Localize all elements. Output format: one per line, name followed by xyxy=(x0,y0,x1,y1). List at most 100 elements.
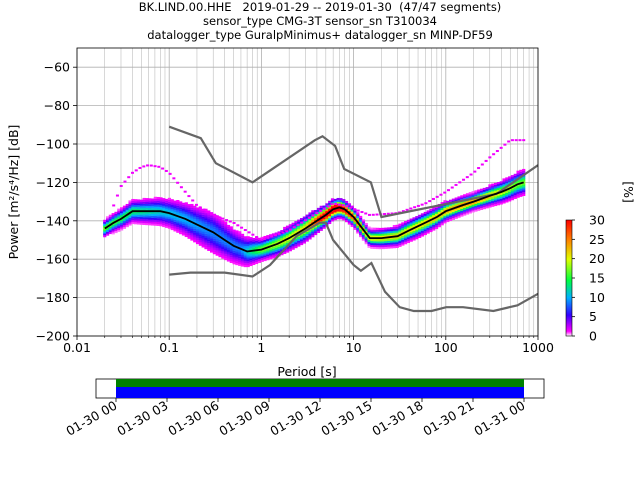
pdf-cell xyxy=(423,211,427,214)
pdf-cell xyxy=(311,217,315,221)
pdf-cell xyxy=(392,226,396,230)
pdf-cell xyxy=(280,253,284,256)
pdf-cell xyxy=(434,213,439,216)
pdf-cell xyxy=(449,213,453,216)
pdf-cell xyxy=(460,202,464,206)
pdf-cell xyxy=(204,245,208,248)
pdf-cell xyxy=(218,226,222,229)
pdf-cell xyxy=(274,255,278,258)
pdf-cell xyxy=(364,240,368,243)
pdf-cell xyxy=(319,228,323,231)
pdf-cell xyxy=(434,217,439,220)
pdf-cell xyxy=(260,252,264,255)
pdf-cell xyxy=(440,215,444,218)
pdf-cell xyxy=(496,183,501,187)
pdf-cell xyxy=(207,218,211,221)
pdf-outlier-cell xyxy=(420,203,424,206)
pdf-cell xyxy=(333,200,337,203)
x-tick-label: 1 xyxy=(257,340,265,355)
pdf-cell xyxy=(224,236,228,240)
pdf-cell xyxy=(134,216,138,219)
pdf-cell xyxy=(179,209,183,212)
pdf-cell xyxy=(359,231,363,234)
pdf-cell xyxy=(252,251,256,254)
pdf-cell xyxy=(311,210,315,213)
pdf-cell xyxy=(269,253,273,256)
pdf-cell xyxy=(193,234,197,237)
pdf-cell xyxy=(378,233,382,236)
pdf-cell xyxy=(291,247,295,250)
pdf-cell xyxy=(443,213,447,216)
pdf-cell xyxy=(381,246,385,250)
pdf-cell xyxy=(238,260,242,263)
pdf-cell xyxy=(446,219,450,223)
pdf-cell xyxy=(308,214,312,217)
pdf-cell xyxy=(187,207,191,211)
pdf-cell xyxy=(120,209,124,212)
pdf-cell xyxy=(224,254,228,257)
pdf-cell xyxy=(468,207,472,210)
pdf-outlier-cell xyxy=(142,165,146,168)
pdf-cell xyxy=(314,213,318,216)
pdf-cell xyxy=(302,237,306,240)
pdf-cell xyxy=(198,218,202,221)
pdf-cell xyxy=(238,236,242,240)
pdf-cell xyxy=(204,210,208,213)
pdf-cell xyxy=(353,212,357,215)
pdf-cell xyxy=(190,209,194,212)
pdf-cell xyxy=(193,238,197,241)
pdf-cell xyxy=(395,224,399,227)
pdf-cell xyxy=(522,182,526,185)
pdf-cell xyxy=(384,235,388,238)
pdf-cell xyxy=(176,217,180,220)
pdf-cell xyxy=(443,200,447,203)
x-tick-label: 100 xyxy=(434,340,458,355)
pdf-cell xyxy=(336,215,340,218)
pdf-cell xyxy=(173,208,177,211)
pdf-cell xyxy=(474,203,478,206)
pdf-cell xyxy=(474,209,478,212)
pdf-cell xyxy=(493,200,498,203)
pdf-cell xyxy=(122,220,127,224)
pdf-cell xyxy=(429,226,433,229)
pdf-cell xyxy=(280,230,284,233)
pdf-cell xyxy=(420,228,425,231)
pdf-cell xyxy=(235,261,239,264)
pdf-cell xyxy=(165,200,169,203)
pdf-outlier-cell xyxy=(424,202,428,205)
pdf-cell xyxy=(269,241,273,244)
pdf-cell xyxy=(491,185,495,188)
pdf-cell xyxy=(218,222,222,225)
pdf-cell xyxy=(370,246,374,249)
pdf-cell xyxy=(502,186,506,189)
pdf-cell xyxy=(305,239,309,242)
pdf-cell xyxy=(502,197,506,200)
pdf-cell xyxy=(330,219,335,222)
pdf-cell xyxy=(319,207,323,210)
pdf-cell xyxy=(181,225,186,228)
pdf-cell xyxy=(249,260,253,263)
pdf-cell xyxy=(190,225,194,228)
pdf-cell xyxy=(297,225,301,228)
pdf-cell xyxy=(246,265,250,268)
pdf-cell xyxy=(153,223,157,226)
pdf-cell xyxy=(370,241,374,244)
pdf-cell xyxy=(156,206,160,209)
pdf-cell xyxy=(404,236,408,239)
pdf-cell xyxy=(457,213,461,216)
pdf-cell xyxy=(260,238,264,241)
pdf-cell xyxy=(297,238,301,241)
pdf-cell xyxy=(257,260,262,263)
pdf-cell xyxy=(401,233,405,236)
pdf-cell xyxy=(254,256,259,259)
pdf-outlier-cell xyxy=(473,170,477,173)
pdf-cell xyxy=(457,211,461,214)
x-tick-label: 0.01 xyxy=(63,340,91,355)
pdf-cell xyxy=(229,226,233,229)
pdf-cell xyxy=(463,196,467,199)
pdf-cell xyxy=(412,223,416,226)
pdf-cell xyxy=(153,214,157,217)
pdf-cell xyxy=(142,201,146,204)
pdf-cell xyxy=(496,187,501,190)
pdf-cell xyxy=(398,229,402,232)
